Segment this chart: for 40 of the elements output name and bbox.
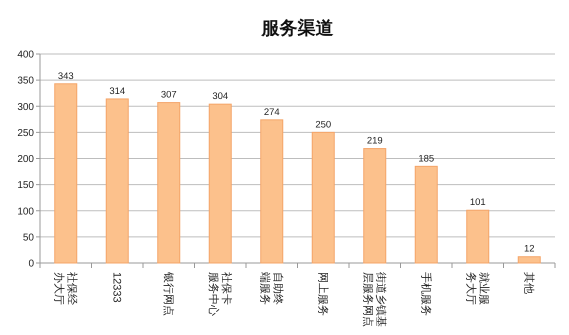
x-tick-label: 社保卡服务中心 <box>206 272 233 316</box>
bar <box>260 119 284 264</box>
y-tick-label: 350 <box>17 76 34 87</box>
x-tick-label: 手机服务 <box>419 272 432 316</box>
x-tick-label: 银行网点 <box>162 271 175 316</box>
x-tick-label: 自助终端服务 <box>258 272 284 305</box>
data-label: 343 <box>58 70 74 82</box>
data-label: 314 <box>109 86 126 97</box>
data-label: 12 <box>524 244 535 255</box>
data-label: 219 <box>366 136 383 147</box>
bar <box>518 256 541 264</box>
data-label: 101 <box>470 197 486 208</box>
bar <box>157 102 180 264</box>
y-tick-label: 250 <box>17 128 34 139</box>
bar <box>363 148 386 264</box>
y-tick-label: 400 <box>17 50 34 60</box>
bar <box>312 132 335 264</box>
x-tick-label: 街道乡镇基层服务网点 <box>361 272 388 327</box>
data-label: 250 <box>315 119 332 130</box>
x-tick-label: 就业服务大厅 <box>464 272 490 305</box>
bar <box>54 83 78 264</box>
x-tick-label: 社保经办大厅 <box>52 272 78 305</box>
bar <box>466 210 490 264</box>
x-tick-label: 网上服务 <box>316 272 330 316</box>
data-label: 304 <box>212 91 228 102</box>
y-tick-label: 200 <box>17 154 34 165</box>
y-tick-label: 50 <box>22 232 34 244</box>
y-tick-label: 0 <box>28 258 34 270</box>
bar <box>208 104 232 264</box>
y-tick-label: 300 <box>17 102 34 113</box>
data-label: 307 <box>160 90 177 101</box>
x-tick-label: 其他 <box>522 272 536 294</box>
chart-title: 服务渠道 <box>260 18 334 39</box>
x-tick-label: 12333 <box>110 272 122 303</box>
data-label: 185 <box>418 153 434 164</box>
y-tick-label: 100 <box>17 206 34 218</box>
y-tick-label: 150 <box>17 180 34 192</box>
bar <box>414 166 438 264</box>
bar <box>106 98 129 264</box>
data-label: 274 <box>264 106 280 118</box>
